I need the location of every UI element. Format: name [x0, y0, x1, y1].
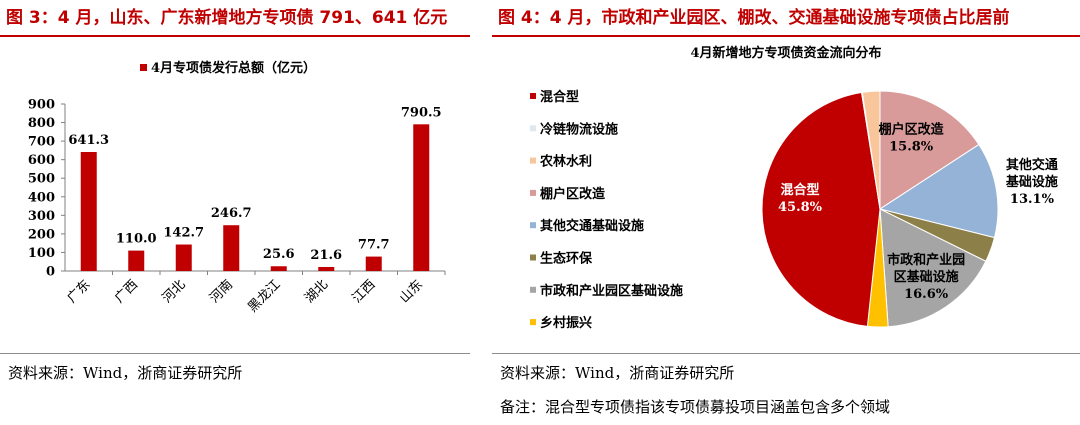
y-tick-label: 100: [28, 246, 55, 261]
legend-label: 农林水利: [539, 154, 592, 170]
bar: [365, 256, 382, 271]
legend-label: 冷链物流设施: [540, 121, 618, 137]
legend-label: 生态环保: [540, 251, 593, 267]
slice-value-label: 15.8%: [889, 139, 934, 154]
bar-value-label: 641.3: [68, 133, 109, 148]
y-tick-label: 800: [28, 116, 55, 131]
legend-swatch: [530, 286, 536, 293]
y-tick-label: 700: [28, 135, 55, 150]
title-rule: [492, 35, 1080, 37]
bar: [270, 266, 287, 271]
bar-value-label: 25.6: [263, 247, 295, 262]
slice-name-label: 基础设施: [1005, 174, 1058, 190]
pie-slice: [761, 91, 881, 327]
legend-swatch: [530, 125, 536, 132]
legend-swatch: [530, 189, 536, 196]
slice-value-label: 16.6%: [904, 287, 949, 302]
figure-3-title: 图 3：4 月，山东、广东新增地方专项债 791、641 亿元: [6, 8, 448, 28]
bar-value-label: 77.7: [358, 238, 390, 253]
source-text: 资料来源：Wind，浙商证券研究所: [500, 364, 735, 382]
y-tick-label: 0: [46, 265, 55, 280]
x-tick-label: 河南: [206, 277, 236, 307]
slice-name-label: 棚户区改造: [879, 121, 945, 137]
x-tick-label: 湖北: [302, 277, 331, 306]
legend-swatch: [530, 254, 536, 261]
slice-name-label: 混合型: [781, 182, 820, 198]
legend-label: 市政和产业园区基础设施: [540, 283, 683, 299]
bar: [318, 266, 335, 271]
figure-4-title: 图 4：4 月，市政和产业园区、棚改、交通基础设施专项债占比居前: [498, 8, 1010, 28]
bar-value-label: 110.0: [116, 232, 157, 247]
x-tick-label: 河北: [160, 277, 189, 306]
bar: [223, 225, 240, 271]
pie-slice: [861, 90, 881, 210]
slice-name-label: 市政和产业园: [887, 252, 965, 268]
legend-label: 4月专项债发行总额（亿元）: [151, 60, 316, 76]
x-tick-label: 广东: [65, 277, 94, 306]
x-tick-label: 江西: [350, 277, 379, 306]
bar-chart: 4月专项债发行总额（亿元） 0 100 200 300 400 500 600 700 800 90…: [28, 60, 446, 315]
bar: [175, 244, 192, 271]
bar-value-label: 142.7: [163, 226, 204, 241]
slice-value-label: 45.8%: [778, 200, 823, 215]
title-rule: [0, 35, 470, 37]
slice-name-label: 其他交通: [1006, 157, 1058, 173]
y-tick-label: 300: [28, 209, 55, 224]
bar: [128, 250, 145, 271]
bar-value-label: 790.5: [401, 105, 442, 120]
pie-chart-panel: 图 4：4 月，市政和产业园区、棚改、交通基础设施专项债占比居前 4月新增地方专…: [492, 0, 1080, 425]
pie-slice: [879, 90, 980, 210]
bar: [80, 152, 97, 271]
legend-label: 混合型: [540, 89, 579, 105]
bar-value-label: 246.7: [211, 206, 252, 221]
bar-chart-panel: 图 3：4 月，山东、广东新增地方专项债 791、641 亿元 4月专项债发行总…: [0, 0, 470, 425]
pie-title: 4月新增地方专项债资金流向分布: [690, 45, 881, 61]
legend-swatch: [140, 64, 147, 71]
note-text: 备注：混合型专项债指该专项债募投项目涵盖包含多个领域: [500, 398, 891, 416]
slice-name-label: 区基础设施: [894, 269, 959, 285]
legend-swatch: [530, 93, 536, 99]
pie-slice: [879, 208, 987, 328]
source-rule: [0, 353, 470, 354]
bar-value-label: 21.6: [310, 248, 342, 263]
bar-legend: 4月专项债发行总额（亿元）: [140, 60, 316, 76]
y-tick-label: 400: [28, 190, 55, 205]
legend-label: 其他交通基础设施: [540, 218, 644, 234]
legend-label: 乡村振兴: [540, 315, 592, 331]
pie-legend: 混合型冷链物流设施农林水利棚户区改造其他交通基础设施生态环保市政和产业园区基础设…: [530, 89, 683, 331]
legend-swatch: [530, 319, 536, 326]
y-tick-label: 500: [28, 172, 55, 187]
x-tick-label: 黑龙江: [245, 277, 283, 315]
pie-chart: 4月新增地方专项债资金流向分布混合型冷链物流设施农林水利棚户区改造其他交通基础设…: [530, 45, 1058, 331]
bar: [413, 124, 430, 272]
legend-swatch: [530, 157, 536, 164]
legend-swatch: [530, 222, 536, 229]
y-tick-label: 600: [28, 153, 55, 168]
source-text: 资料来源：Wind，浙商证券研究所: [8, 364, 243, 382]
y-tick-label: 200: [28, 227, 55, 242]
legend-label: 棚户区改造: [540, 186, 606, 202]
pie-slice: [878, 143, 999, 239]
x-tick-label: 广西: [112, 277, 141, 306]
y-tick-label: 900: [28, 98, 55, 113]
x-tick-label: 山东: [397, 277, 426, 306]
slice-value-label: 13.1%: [1010, 192, 1055, 207]
source-rule: [492, 353, 1080, 354]
